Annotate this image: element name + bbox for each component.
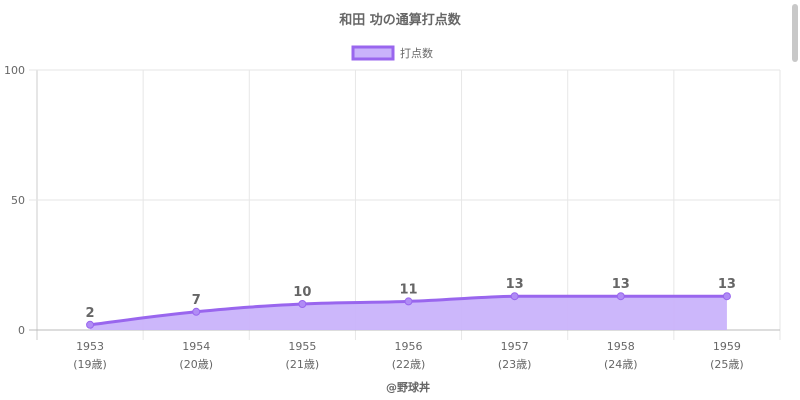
data-point	[298, 300, 307, 308]
data-label: 7	[192, 293, 201, 308]
y-axis: 0 50 100	[4, 64, 25, 337]
x-tick-label: 1957	[501, 340, 529, 353]
x-tick-label: 1954	[182, 340, 210, 353]
x-tick-sublabel: (22歳)	[392, 358, 426, 371]
x-tick-label: 1953	[76, 340, 104, 353]
x-tick-label: 1955	[288, 340, 316, 353]
data-point	[510, 292, 519, 301]
data-label: 2	[86, 306, 95, 321]
chart-title: 和田 功の通算打点数	[339, 12, 462, 28]
data-label: 10	[293, 285, 311, 300]
x-axis: 1953 (19歳) 1954 (20歳) 1955 (21歳) 1956 (22歳) 1957…	[73, 340, 743, 371]
y-tick-label: 0	[18, 324, 25, 337]
legend-swatch	[351, 45, 395, 61]
x-tick-sublabel: (23歳)	[498, 358, 532, 371]
x-tick-label: 1956	[395, 340, 423, 353]
series-area	[86, 292, 731, 330]
scrollbar[interactable]	[792, 4, 798, 62]
footer-credit: @野球丼	[386, 380, 430, 394]
data-label: 13	[612, 277, 630, 292]
data-point	[616, 292, 625, 301]
x-tick-sublabel: (20歳)	[179, 358, 213, 371]
data-label: 13	[506, 277, 524, 292]
data-label: 13	[718, 277, 736, 292]
data-point	[404, 297, 413, 306]
data-point	[722, 292, 731, 301]
x-tick-sublabel: (19歳)	[73, 358, 107, 371]
x-tick-sublabel: (25歳)	[710, 358, 744, 371]
data-point	[86, 320, 95, 329]
x-tick-sublabel: (21歳)	[286, 358, 320, 371]
series-area-fill	[90, 296, 727, 330]
legend[interactable]: 打点数	[351, 45, 433, 61]
data-label: 11	[399, 282, 417, 297]
data-labels: 2 7 10 11 13 13 13	[86, 277, 736, 321]
y-tick-label: 50	[11, 194, 25, 207]
legend-label: 打点数	[400, 46, 433, 60]
x-tick-label: 1958	[607, 340, 635, 353]
data-point	[192, 307, 201, 316]
y-tick-label: 100	[4, 64, 25, 77]
x-tick-label: 1959	[713, 340, 741, 353]
x-tick-sublabel: (24歳)	[604, 358, 638, 371]
